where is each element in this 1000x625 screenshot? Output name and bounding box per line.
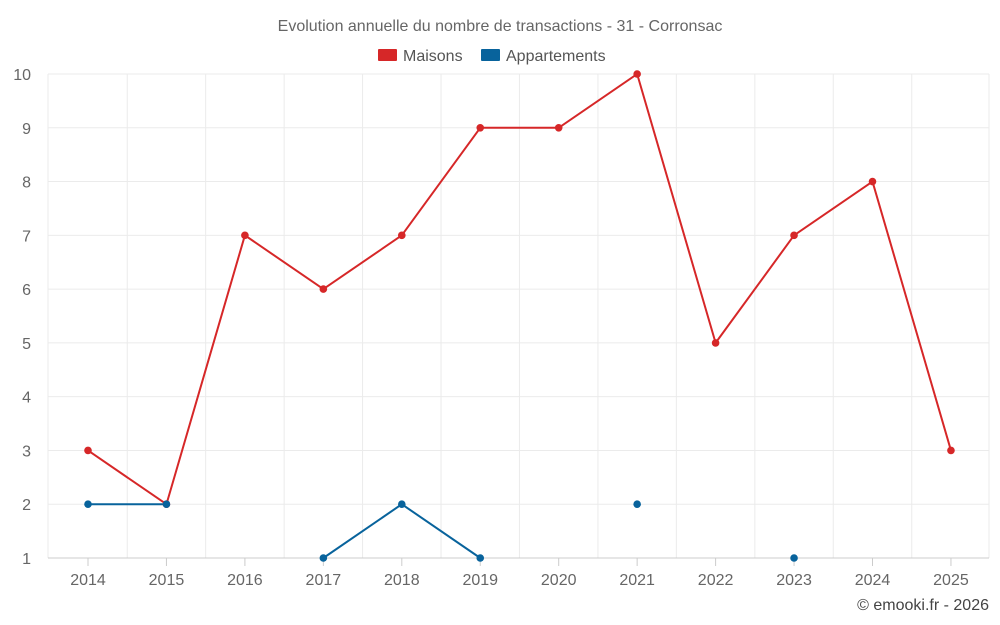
data-point-maisons-2018[interactable] bbox=[398, 231, 406, 240]
y-tick-label: 9 bbox=[22, 121, 31, 138]
legend-label-maisons: Maisons bbox=[403, 48, 463, 65]
data-point-appartements-2014[interactable] bbox=[84, 500, 92, 509]
series-line-appartements bbox=[322, 503, 482, 559]
x-tick-label: 2019 bbox=[462, 572, 498, 589]
x-tick-label: 2016 bbox=[227, 572, 263, 589]
data-point-maisons-2025[interactable] bbox=[947, 446, 955, 455]
data-point-appartements-2019[interactable] bbox=[476, 554, 485, 562]
legend-item-maisons[interactable]: Maisons bbox=[378, 48, 463, 65]
chart-title: Evolution annuelle du nombre de transact… bbox=[278, 18, 723, 35]
x-tick-label: 2025 bbox=[933, 572, 969, 589]
legend-swatch-appartements bbox=[481, 49, 500, 61]
chart-legend: Maisons Appartements bbox=[378, 48, 606, 65]
x-tick-label: 2023 bbox=[776, 572, 812, 589]
grid-layer bbox=[47, 73, 990, 558]
data-point-maisons-2017[interactable] bbox=[319, 285, 328, 293]
data-point-maisons-2021[interactable] bbox=[633, 70, 641, 78]
data-point-maisons-2014[interactable] bbox=[84, 446, 92, 455]
data-point-appartements-2015[interactable] bbox=[162, 500, 171, 509]
legend-item-appartements[interactable]: Appartements bbox=[481, 48, 606, 65]
data-point-appartements-2017[interactable] bbox=[319, 554, 328, 562]
data-point-appartements-2021[interactable] bbox=[633, 500, 641, 509]
x-tick-label: 2021 bbox=[619, 572, 655, 589]
data-point-maisons-2022[interactable] bbox=[711, 339, 720, 347]
y-tick-label: 6 bbox=[22, 282, 31, 299]
x-tick-label: 2018 bbox=[384, 572, 420, 589]
axis-layer: 1 2 3 4 5 6 7 8 9 10 2014 2015 2016 2017 2018 2019 2020 2… bbox=[13, 67, 989, 589]
y-tick-label: 5 bbox=[22, 336, 31, 353]
y-tick-label: 8 bbox=[22, 175, 31, 192]
data-point-maisons-2023[interactable] bbox=[790, 231, 798, 240]
x-tick-label: 2017 bbox=[306, 572, 342, 589]
x-tick-label: 2020 bbox=[541, 572, 577, 589]
y-tick-label: 4 bbox=[22, 390, 31, 407]
x-tick-label: 2014 bbox=[70, 572, 106, 589]
chart-credit: © emooki.fr - 2026 bbox=[857, 597, 989, 614]
y-tick-label: 10 bbox=[13, 67, 31, 84]
y-tick-label: 1 bbox=[22, 551, 31, 568]
x-tick-label: 2022 bbox=[698, 572, 734, 589]
data-point-maisons-2020[interactable] bbox=[554, 123, 563, 132]
x-tick-label: 2024 bbox=[855, 572, 891, 589]
data-point-maisons-2024[interactable] bbox=[868, 177, 877, 186]
y-tick-label: 3 bbox=[22, 443, 31, 460]
x-tick-label: 2015 bbox=[149, 572, 185, 589]
series-line-maisons bbox=[87, 73, 952, 506]
data-point-maisons-2016[interactable] bbox=[241, 231, 249, 240]
y-tick-label: 2 bbox=[22, 497, 31, 514]
legend-label-appartements: Appartements bbox=[506, 48, 606, 65]
y-tick-label: 7 bbox=[22, 228, 31, 245]
point-layer bbox=[84, 70, 955, 562]
data-point-appartements-2018[interactable] bbox=[398, 500, 406, 509]
data-point-appartements-2023[interactable] bbox=[790, 554, 798, 562]
legend-swatch-maisons bbox=[378, 49, 397, 61]
data-point-maisons-2019[interactable] bbox=[476, 123, 485, 132]
